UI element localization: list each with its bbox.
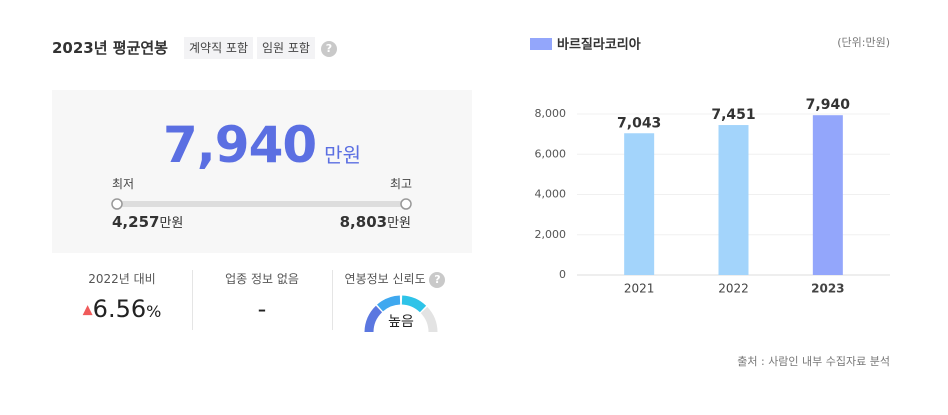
stat-label: 2022년 대비: [88, 272, 156, 286]
y-tick-label: 2,000: [535, 228, 567, 241]
source: 출처 : 사람인 내부 수집자료 분석: [737, 355, 890, 368]
x-tick-label: 2021: [624, 282, 655, 296]
tag: 임원 포함: [257, 37, 315, 59]
bar: [812, 115, 843, 276]
gauge-seg: [364, 305, 383, 333]
stat: 연봉정보 신뢰도 ?: [325, 270, 465, 288]
stat-value: -: [257, 295, 267, 323]
x-tick-label: 2022: [718, 282, 749, 296]
divider: [332, 270, 333, 330]
legend-label: 바르질라코리아: [557, 37, 641, 53]
stat-number: 6.56: [92, 295, 147, 323]
y-tick-label: 8,000: [535, 107, 567, 120]
average: 7,940 만원: [52, 116, 472, 174]
unit-note: (단위:만원): [837, 36, 890, 49]
min: 4,257만원: [112, 212, 183, 231]
stat-value: ▲6.56%: [82, 295, 162, 323]
tag: 계약직 포함: [184, 37, 254, 59]
average-value: 7,940: [163, 116, 317, 174]
y-tick-label: 4,000: [535, 188, 567, 201]
max-unit: 만원: [387, 216, 411, 231]
stat-label: 업종 정보 없음: [225, 272, 299, 286]
gauge-label: 높음: [388, 314, 414, 330]
max-label: 최고: [390, 177, 413, 191]
x-tick-label: 2023: [811, 282, 844, 296]
title: 2023년 평균연봉: [52, 39, 168, 57]
y-tick-label: 6,000: [535, 147, 567, 160]
divider: [192, 270, 193, 330]
min-unit: 만원: [159, 216, 184, 231]
min-value: 4,257: [112, 213, 160, 231]
range-handle: [111, 198, 123, 210]
bar: [624, 133, 655, 275]
stat-label-text: 연봉정보 신뢰도: [344, 272, 426, 286]
range-handle: [400, 198, 412, 210]
gauge-seg: [401, 295, 427, 313]
stat-unit: %: [146, 302, 162, 321]
summary-box: [52, 90, 472, 253]
gauge-seg: [377, 295, 401, 312]
min-label: 최저: [112, 177, 135, 191]
help-icon[interactable]: ?: [429, 272, 446, 288]
value-label: 7,940: [806, 97, 851, 113]
legend-swatch: [530, 38, 552, 50]
stat: 업종 정보 없음 -: [192, 270, 332, 323]
bar: [718, 125, 749, 276]
gauge: 높음: [364, 295, 438, 333]
stat-label: 연봉정보 신뢰도 ?: [325, 270, 465, 288]
value-label: 7,451: [711, 107, 755, 123]
y-tick-label: 0: [559, 268, 566, 281]
average-unit: 만원: [324, 143, 361, 167]
max-value: 8,803: [339, 213, 388, 231]
help-icon[interactable]: ?: [321, 41, 337, 57]
stat: 2022년 대비 ▲6.56%: [52, 270, 192, 323]
max: 8,803만원: [340, 212, 411, 231]
range-bar: [111, 198, 412, 210]
value-label: 7,043: [617, 115, 661, 131]
gauge-seg: [420, 306, 438, 333]
